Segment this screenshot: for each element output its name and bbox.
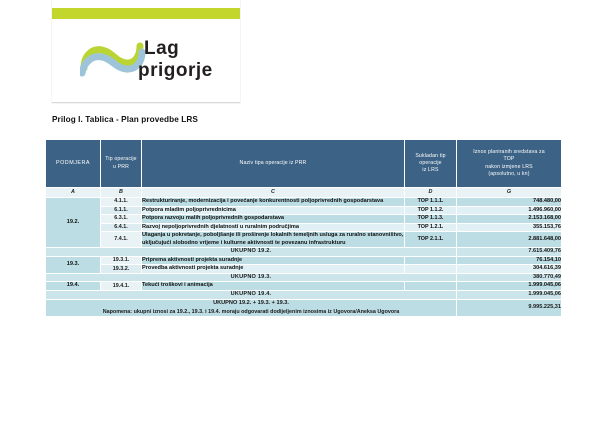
plan-provedbe-table: PODMJERA Tip operacije u PRR Naziv tipa … bbox=[45, 139, 562, 318]
table-row: 19.4. 19.4.1. Tekući troškovi i animacij… bbox=[45, 281, 562, 291]
table-row: 7.4.1. Ulaganja u pokretanje, poboljšanj… bbox=[46, 231, 562, 249]
column-header-sukladan-line3: iz LRS bbox=[422, 167, 439, 173]
table-header-row: PODMJERA Tip operacije u PRR Naziv tipa … bbox=[45, 139, 562, 188]
column-header-iznos-line2: TOP bbox=[503, 156, 515, 163]
column-letter-d: D bbox=[404, 187, 457, 198]
column-letter-a: A bbox=[45, 187, 101, 198]
cell-top-4-1-1: TOP 1.1.1. bbox=[404, 197, 457, 207]
lag-prigorje-logo-icon: Lag prigorje bbox=[80, 38, 213, 81]
table-row: 19.3.2. Provedba aktivnosti projekta sur… bbox=[46, 264, 562, 274]
table-total-row: UKUPNO 19.3. 380.770,49 bbox=[45, 272, 562, 283]
table-row: 19.2. 4.1.1. Restrukturiranje, moderniza… bbox=[45, 196, 562, 249]
cell-amount-6-4-1: 355.153,76 bbox=[456, 222, 562, 233]
grand-total-amount: 9.995.225,31 bbox=[456, 298, 562, 318]
table-row: 6.1.1. Potpora mladim poljoprivrednicima… bbox=[46, 205, 562, 216]
column-header-iznos-line4: (apsolutno, u kn) bbox=[488, 170, 530, 177]
column-letter-b: B bbox=[100, 187, 142, 198]
cell-top-19-3-2 bbox=[404, 264, 457, 274]
column-header-sukladan-tip-operacije: Sukladan tip operacije iz LRS bbox=[404, 139, 457, 188]
column-letter-c: C bbox=[141, 187, 405, 198]
cell-podmjera-19-4: 19.4. bbox=[45, 281, 101, 291]
column-header-sukladan-line2: operacije bbox=[419, 159, 442, 166]
cell-amount-19-3-2: 304.616,39 bbox=[456, 264, 562, 274]
total-amount-19-3: 380.770,49 bbox=[456, 272, 562, 283]
logo-text-line2: prigorje bbox=[138, 60, 213, 81]
total-label-19-3: UKUPNO 19.3. bbox=[45, 272, 457, 283]
table-body: A B C D G 19.2. 4.1.1. Restrukturiranje,… bbox=[45, 187, 562, 318]
table-row: 19.3. 19.3.1. Priprema aktivnosti projek… bbox=[45, 255, 562, 274]
table-row: 6.4.1. Razvoj nepoljoprivrednih djelatno… bbox=[46, 222, 562, 233]
plan-table-container: PODMJERA Tip operacije u PRR Naziv tipa … bbox=[45, 139, 562, 318]
logo-artwork: Lag prigorje bbox=[80, 28, 230, 86]
cell-amount-6-1-1: 1.496.960,00 bbox=[456, 205, 562, 216]
column-header-podmjera: PODMJERA bbox=[45, 139, 101, 188]
table-row: 6.3.1. Potpora razvoju malih poljoprivre… bbox=[46, 214, 562, 224]
cell-top-6-4-1: TOP 1.2.1. bbox=[404, 222, 457, 233]
table-grand-total-row: UKUPNO 19.2. + 19.3. + 19.3. Napomena: u… bbox=[45, 298, 562, 318]
total-amount-19-2: 7.615.409,76 bbox=[456, 247, 562, 257]
cell-amount-19-4-1: 1.999.045,06 bbox=[456, 281, 562, 291]
total-label-19-2: UKUPNO 19.2. bbox=[45, 247, 457, 257]
column-header-iznos-planiranih-sredstava: Iznos planiranih sredstava za TOP nakon … bbox=[456, 139, 562, 188]
cell-top-6-1-1: TOP 1.1.2. bbox=[404, 205, 457, 216]
cell-naziv-19-3-1: Priprema aktivnosti projekta suradnje bbox=[141, 255, 405, 266]
cell-op-19-3-1: 19.3.1. bbox=[100, 255, 142, 266]
column-header-naziv-tipa-operacije: Naziv tipa operacije iz PRR bbox=[141, 139, 405, 188]
table-total-row: UKUPNO 19.4. 1.999.045,06 bbox=[45, 290, 562, 300]
grand-total-cell: UKUPNO 19.2. + 19.3. + 19.3. Napomena: u… bbox=[45, 298, 457, 318]
cell-top-7-4-1: TOP 2.1.1. bbox=[404, 231, 457, 249]
cell-amount-19-3-1: 76.154,10 bbox=[456, 255, 562, 266]
logo-card: Lag prigorje bbox=[52, 0, 240, 103]
cell-naziv-6-4-1: Razvoj nepoljoprivrednih djelatnosti u r… bbox=[141, 222, 405, 233]
logo-card-divider bbox=[52, 102, 240, 103]
cell-naziv-6-1-1: Potpora mladim poljoprivrednicima bbox=[141, 205, 405, 216]
column-header-iznos-line1: Iznos planiranih sredstava za bbox=[473, 149, 545, 156]
grand-total-note: Napomena: ukupni iznosi za 19.2., 19.3. … bbox=[102, 309, 400, 316]
cell-top-6-3-1: TOP 1.1.3. bbox=[404, 214, 457, 224]
cell-op-19-4-1: 19.4.1. bbox=[100, 281, 142, 291]
cell-naziv-19-4-1: Tekući troškovi i animacija bbox=[141, 281, 405, 291]
cell-top-19-3-1 bbox=[404, 255, 457, 266]
cell-naziv-7-4-1: Ulaganja u pokretanje, poboljšanje ili p… bbox=[141, 231, 405, 249]
column-letter-g: G bbox=[456, 187, 562, 198]
cell-naziv-19-3-2: Provedba aktivnosti projekta suradnje bbox=[141, 264, 405, 274]
cell-op-4-1-1: 4.1.1. bbox=[100, 197, 142, 207]
column-header-tip-operacije-line1: Tip operacije bbox=[105, 156, 137, 163]
cell-amount-6-3-1: 2.153.168,00 bbox=[456, 214, 562, 224]
cell-naziv-4-1-1: Restrukturiranje, modernizacija i poveća… bbox=[141, 197, 405, 207]
cell-podmjera-19-2: 19.2. bbox=[45, 196, 101, 249]
total-label-19-4: UKUPNO 19.4. bbox=[45, 290, 457, 300]
column-header-tip-operacije-prr: Tip operacije u PRR bbox=[100, 139, 142, 188]
logo-text-line1: Lag bbox=[144, 38, 179, 59]
column-header-iznos-line3: nakon izmjene LRS bbox=[485, 163, 533, 170]
table-total-row: UKUPNO 19.2. 7.615.409,76 bbox=[45, 247, 562, 257]
page-title: Prilog I. Tablica - Plan provedbe LRS bbox=[52, 115, 198, 124]
cell-op-7-4-1: 7.4.1. bbox=[100, 231, 142, 249]
column-header-tip-operacije-line2: u PRR bbox=[112, 163, 130, 170]
cell-op-19-3-2: 19.3.2. bbox=[100, 264, 142, 274]
grand-total-label: UKUPNO 19.2. + 19.3. + 19.3. bbox=[213, 299, 289, 306]
cell-op-6-3-1: 6.3.1. bbox=[100, 214, 142, 224]
cell-naziv-6-3-1: Potpora razvoju malih poljoprivrednih go… bbox=[141, 214, 405, 224]
table-header: PODMJERA Tip operacije u PRR Naziv tipa … bbox=[45, 139, 562, 188]
column-header-sukladan-line1: Sukladan tip bbox=[415, 152, 446, 159]
cell-op-6-4-1: 6.4.1. bbox=[100, 222, 142, 233]
logo-green-bar bbox=[52, 8, 240, 19]
cell-amount-4-1-1: 748.480,00 bbox=[456, 197, 562, 207]
cell-op-6-1-1: 6.1.1. bbox=[100, 205, 142, 216]
cell-amount-7-4-1: 2.881.648,00 bbox=[456, 231, 562, 249]
cell-podmjera-19-3: 19.3. bbox=[45, 255, 101, 274]
column-letter-row: A B C D G bbox=[45, 187, 562, 198]
total-amount-19-4: 1.999.045,06 bbox=[456, 290, 562, 300]
cell-top-19-4-1 bbox=[404, 281, 457, 291]
